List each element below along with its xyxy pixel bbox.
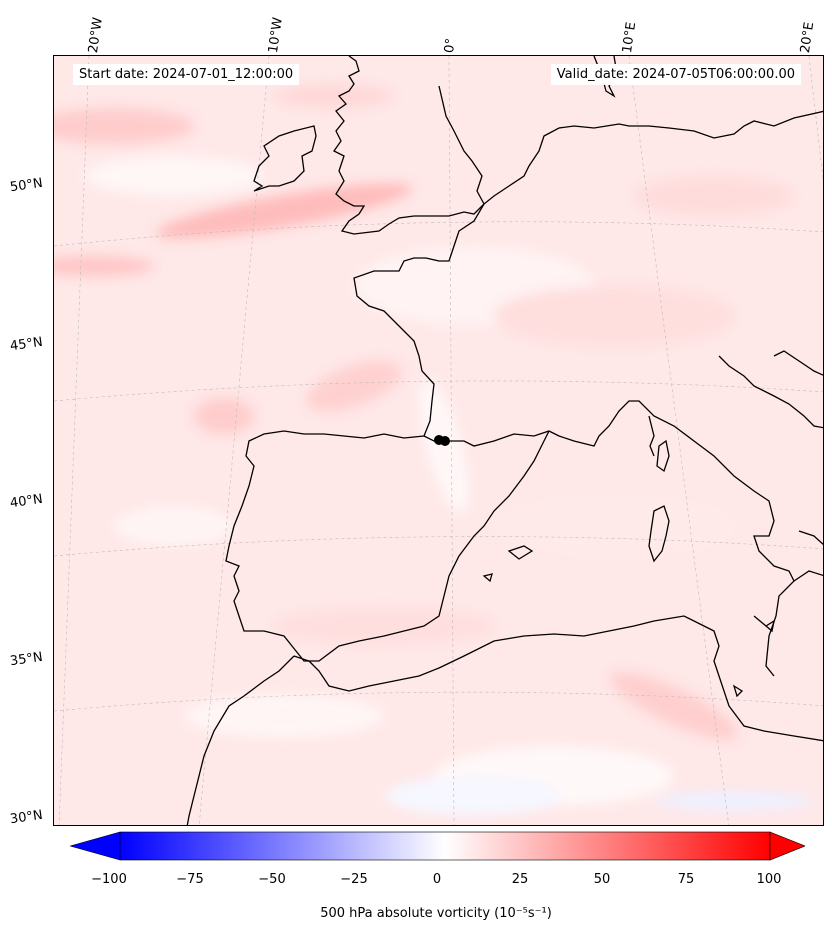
lon-label-10e: 10°E	[620, 21, 640, 55]
lat-label-40n: 40°N	[9, 491, 44, 512]
colorbar-tick: 75	[677, 872, 695, 887]
vorticity-map	[54, 56, 823, 825]
lon-label-0: 0°	[442, 37, 459, 55]
colorbar-tick: 100	[756, 872, 782, 887]
colorbar-max-extend	[769, 831, 805, 861]
colorbar-tick: −75	[176, 872, 204, 887]
lon-label-10w: 10°W	[266, 16, 286, 55]
lat-label-50n: 50°N	[9, 175, 44, 196]
colorbar-label: 500 hPa absolute vorticity (10⁻⁵s⁻¹)	[320, 906, 552, 921]
map-frame	[53, 55, 824, 826]
lat-label-35n: 35°N	[9, 649, 44, 670]
lon-label-20w: 20°W	[86, 16, 106, 55]
colorbar-gradient	[119, 831, 771, 861]
start-date-label: Start date: 2024-07-01_12:00:00	[73, 64, 300, 85]
vorticity-field	[54, 84, 814, 816]
colorbar-tick: −25	[340, 872, 368, 887]
colorbar	[70, 831, 805, 861]
colorbar-min-extend	[70, 831, 121, 861]
colorbar-tick: −100	[91, 872, 127, 887]
colorbar-tick: 50	[593, 872, 611, 887]
lat-label-45n: 45°N	[9, 334, 44, 355]
lon-label-20e: 20°E	[798, 21, 818, 55]
lat-label-30n: 30°N	[9, 807, 44, 828]
valid-date-label: Valid_date: 2024-07-05T06:00:00.00	[550, 64, 801, 85]
location-marker	[434, 435, 450, 446]
colorbar-tick: 25	[511, 872, 529, 887]
colorbar-tick: 0	[432, 872, 442, 887]
colorbar-tick: −50	[258, 872, 286, 887]
